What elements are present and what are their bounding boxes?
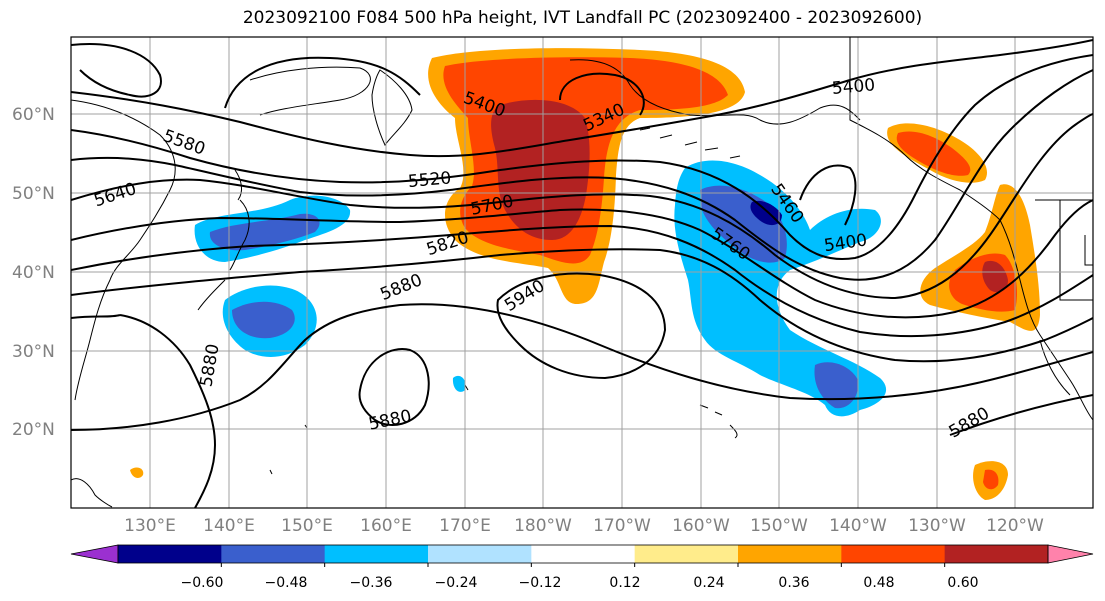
lon-tick-label: 170°W bbox=[593, 516, 651, 536]
colorbar-segment bbox=[531, 545, 636, 563]
lat-tick-label: 60°N bbox=[12, 105, 55, 125]
lon-tick-label: 140°W bbox=[829, 516, 887, 536]
colorbar-tick-label: 0.48 bbox=[863, 575, 894, 591]
colorbar-tick-label: 0.36 bbox=[778, 575, 809, 591]
colorbar-segment bbox=[221, 545, 326, 563]
colorbar-extend-max bbox=[1047, 544, 1094, 564]
colorbar-segment bbox=[634, 545, 739, 563]
lon-tick-label: 160°E bbox=[360, 516, 412, 536]
colorbar-tick-label: −0.12 bbox=[519, 575, 562, 591]
colorbar bbox=[70, 544, 1094, 567]
colorbar-segment bbox=[428, 545, 532, 563]
colorbar-segment bbox=[738, 545, 842, 563]
colorbar-extend-min bbox=[70, 544, 119, 564]
colorbar-tick-label: 0.12 bbox=[609, 575, 640, 591]
colorbar-outline bbox=[117, 544, 1049, 564]
colorbar-segment bbox=[324, 545, 429, 563]
lon-tick-label: 180°W bbox=[514, 516, 572, 536]
colorbar-tick-label: −0.60 bbox=[181, 575, 224, 591]
lon-tick-label: 130°W bbox=[908, 516, 966, 536]
colorbar-tick-label: −0.48 bbox=[265, 575, 308, 591]
latitude-labels: 60°N 50°N 40°N 30°N 20°N bbox=[12, 105, 55, 440]
contour-label: 5520 bbox=[407, 168, 452, 192]
colorbar-tick-label: 0.60 bbox=[947, 575, 978, 591]
lon-tick-label: 140°E bbox=[203, 516, 255, 536]
lon-tick-label: 170°E bbox=[439, 516, 491, 536]
colorbar-segment bbox=[118, 545, 222, 563]
lon-tick-label: 150°E bbox=[281, 516, 333, 536]
lon-tick-label: 150°W bbox=[750, 516, 808, 536]
lat-tick-label: 30°N bbox=[12, 342, 55, 362]
colorbar-segment bbox=[944, 545, 1049, 563]
ivt-negative-shading bbox=[194, 160, 887, 417]
lon-tick-label: 130°E bbox=[124, 516, 176, 536]
lat-tick-label: 20°N bbox=[12, 420, 55, 440]
lon-tick-label: 120°W bbox=[986, 516, 1044, 536]
lat-tick-label: 40°N bbox=[12, 263, 55, 283]
lat-tick-label: 50°N bbox=[12, 184, 55, 204]
height-contours bbox=[71, 39, 1093, 508]
graticule bbox=[71, 37, 1093, 508]
longitude-labels: 130°E 140°E 150°E 160°E 170°E 180°W 170°… bbox=[124, 516, 1044, 536]
colorbar-tick-label: 0.24 bbox=[693, 575, 724, 591]
map-frame bbox=[70, 36, 1094, 509]
map-content: 5580 5640 5400 5340 5520 5700 5820 5880 … bbox=[71, 37, 1093, 508]
colorbar-segment bbox=[841, 545, 946, 563]
lon-tick-label: 160°W bbox=[672, 516, 730, 536]
colorbar-tick-label: −0.36 bbox=[350, 575, 393, 591]
map-title: 2023092100 F084 500 hPa height, IVT Land… bbox=[242, 8, 923, 28]
contour-label: 5400 bbox=[831, 75, 876, 99]
coastlines bbox=[71, 37, 1093, 508]
colorbar-tick-label: −0.24 bbox=[435, 575, 478, 591]
colorbar-labels: −0.60 −0.48 −0.36 −0.24 −0.12 0.12 0.24 … bbox=[181, 575, 979, 591]
